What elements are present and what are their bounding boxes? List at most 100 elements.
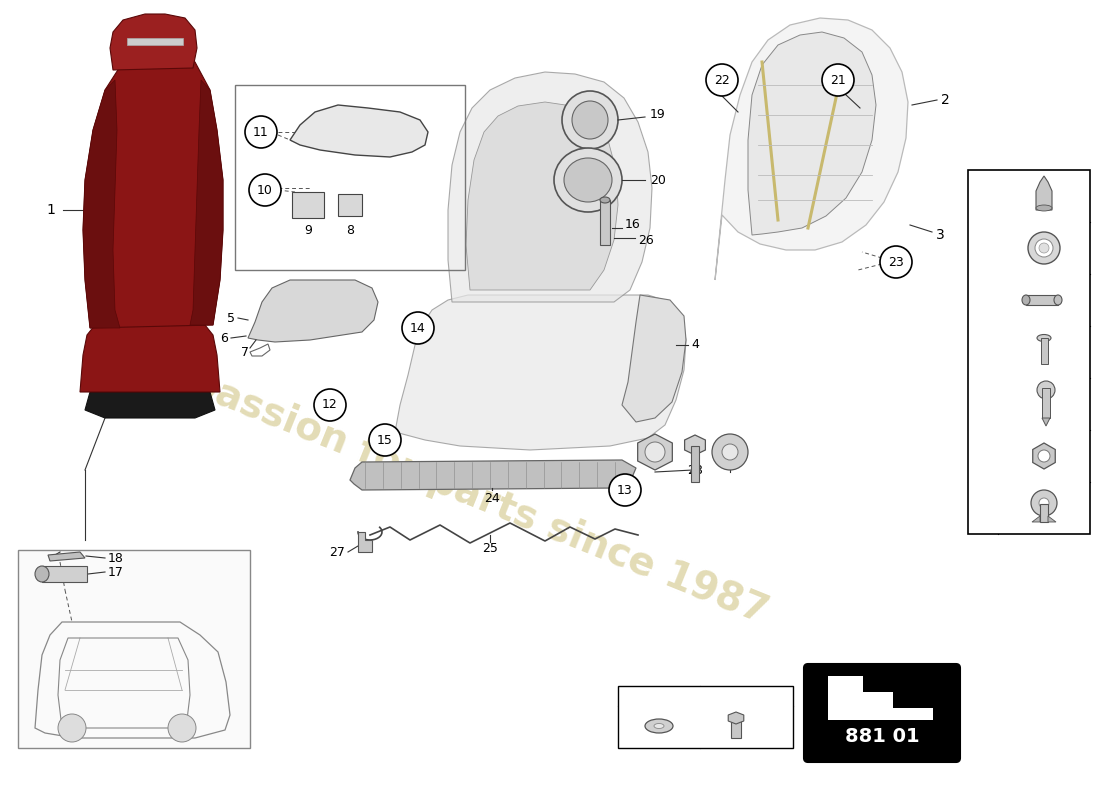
- Ellipse shape: [35, 566, 50, 582]
- Circle shape: [1040, 498, 1049, 508]
- Ellipse shape: [1022, 295, 1030, 305]
- Text: 6: 6: [220, 331, 228, 345]
- Circle shape: [249, 174, 280, 206]
- Text: 23: 23: [888, 255, 904, 269]
- Text: 3: 3: [936, 228, 945, 242]
- Polygon shape: [248, 280, 378, 342]
- Ellipse shape: [564, 158, 612, 202]
- Bar: [292, 192, 324, 218]
- Text: 10: 10: [257, 183, 273, 197]
- Text: 14: 14: [410, 322, 426, 334]
- Polygon shape: [684, 435, 705, 455]
- Bar: [1026, 295, 1058, 305]
- Polygon shape: [190, 80, 223, 325]
- Bar: [338, 194, 362, 216]
- Bar: [1042, 388, 1050, 418]
- Text: a passion for parts since 1987: a passion for parts since 1987: [146, 349, 773, 631]
- Circle shape: [368, 424, 402, 456]
- Ellipse shape: [572, 101, 608, 139]
- Circle shape: [609, 474, 641, 506]
- Text: 20: 20: [650, 174, 666, 186]
- Bar: [235, 85, 465, 270]
- Circle shape: [1038, 450, 1050, 462]
- Text: 8: 8: [346, 223, 354, 237]
- Polygon shape: [290, 105, 428, 157]
- Polygon shape: [828, 676, 933, 720]
- Text: 15: 15: [377, 434, 393, 446]
- Text: 23: 23: [975, 189, 992, 203]
- Text: 1: 1: [46, 203, 55, 217]
- Polygon shape: [1048, 516, 1056, 522]
- Text: 10: 10: [975, 501, 992, 515]
- Polygon shape: [748, 32, 876, 235]
- Text: 15: 15: [628, 689, 648, 703]
- Text: 28: 28: [688, 463, 703, 477]
- Text: 21: 21: [975, 293, 992, 307]
- Text: 19: 19: [650, 109, 666, 122]
- Polygon shape: [1032, 516, 1040, 522]
- Bar: [618, 686, 793, 748]
- Polygon shape: [80, 325, 220, 392]
- Polygon shape: [82, 45, 223, 328]
- Text: 12: 12: [975, 397, 992, 411]
- Polygon shape: [395, 295, 686, 450]
- Bar: [1041, 338, 1048, 364]
- Text: 14: 14: [708, 689, 728, 703]
- Polygon shape: [1042, 418, 1050, 426]
- Circle shape: [1040, 243, 1049, 253]
- Polygon shape: [1033, 443, 1055, 469]
- Polygon shape: [350, 460, 636, 490]
- Ellipse shape: [654, 723, 664, 729]
- Ellipse shape: [729, 714, 743, 722]
- Ellipse shape: [1037, 334, 1050, 342]
- Circle shape: [314, 389, 346, 421]
- Circle shape: [706, 64, 738, 96]
- Text: 2: 2: [940, 93, 949, 107]
- FancyBboxPatch shape: [804, 664, 960, 762]
- Text: 24: 24: [484, 491, 499, 505]
- Ellipse shape: [554, 148, 621, 212]
- Circle shape: [722, 444, 738, 460]
- Polygon shape: [728, 712, 744, 724]
- Text: 21: 21: [830, 74, 846, 86]
- Circle shape: [645, 442, 665, 462]
- Text: 11: 11: [975, 449, 992, 463]
- Text: 17: 17: [108, 566, 124, 578]
- Circle shape: [1035, 239, 1053, 257]
- Text: 26: 26: [638, 234, 653, 246]
- Polygon shape: [358, 532, 372, 552]
- Bar: [1040, 504, 1048, 522]
- Text: 4: 4: [691, 338, 698, 351]
- Circle shape: [880, 246, 912, 278]
- Polygon shape: [448, 72, 652, 302]
- Circle shape: [822, 64, 854, 96]
- Circle shape: [168, 714, 196, 742]
- Bar: [42, 566, 87, 582]
- Bar: [732, 718, 741, 738]
- Bar: [18, 550, 250, 748]
- Text: 7: 7: [241, 346, 249, 358]
- Text: 18: 18: [108, 551, 124, 565]
- Text: 12: 12: [322, 398, 338, 411]
- Text: 13: 13: [617, 483, 632, 497]
- Polygon shape: [126, 38, 183, 45]
- Polygon shape: [466, 102, 618, 290]
- Text: 22: 22: [714, 74, 730, 86]
- Ellipse shape: [600, 197, 610, 203]
- Polygon shape: [638, 434, 672, 470]
- Polygon shape: [110, 14, 197, 70]
- Ellipse shape: [1036, 205, 1052, 211]
- Text: 16: 16: [625, 218, 640, 231]
- Text: 881 01: 881 01: [845, 726, 920, 746]
- Bar: [691, 446, 698, 482]
- Text: 13: 13: [975, 345, 992, 359]
- Bar: [600, 200, 610, 245]
- Circle shape: [245, 116, 277, 148]
- Polygon shape: [48, 552, 85, 561]
- Text: 25: 25: [482, 542, 498, 554]
- Ellipse shape: [645, 719, 673, 733]
- Circle shape: [1028, 232, 1060, 264]
- Ellipse shape: [1054, 295, 1062, 305]
- Text: 5: 5: [227, 311, 235, 325]
- Polygon shape: [621, 295, 686, 422]
